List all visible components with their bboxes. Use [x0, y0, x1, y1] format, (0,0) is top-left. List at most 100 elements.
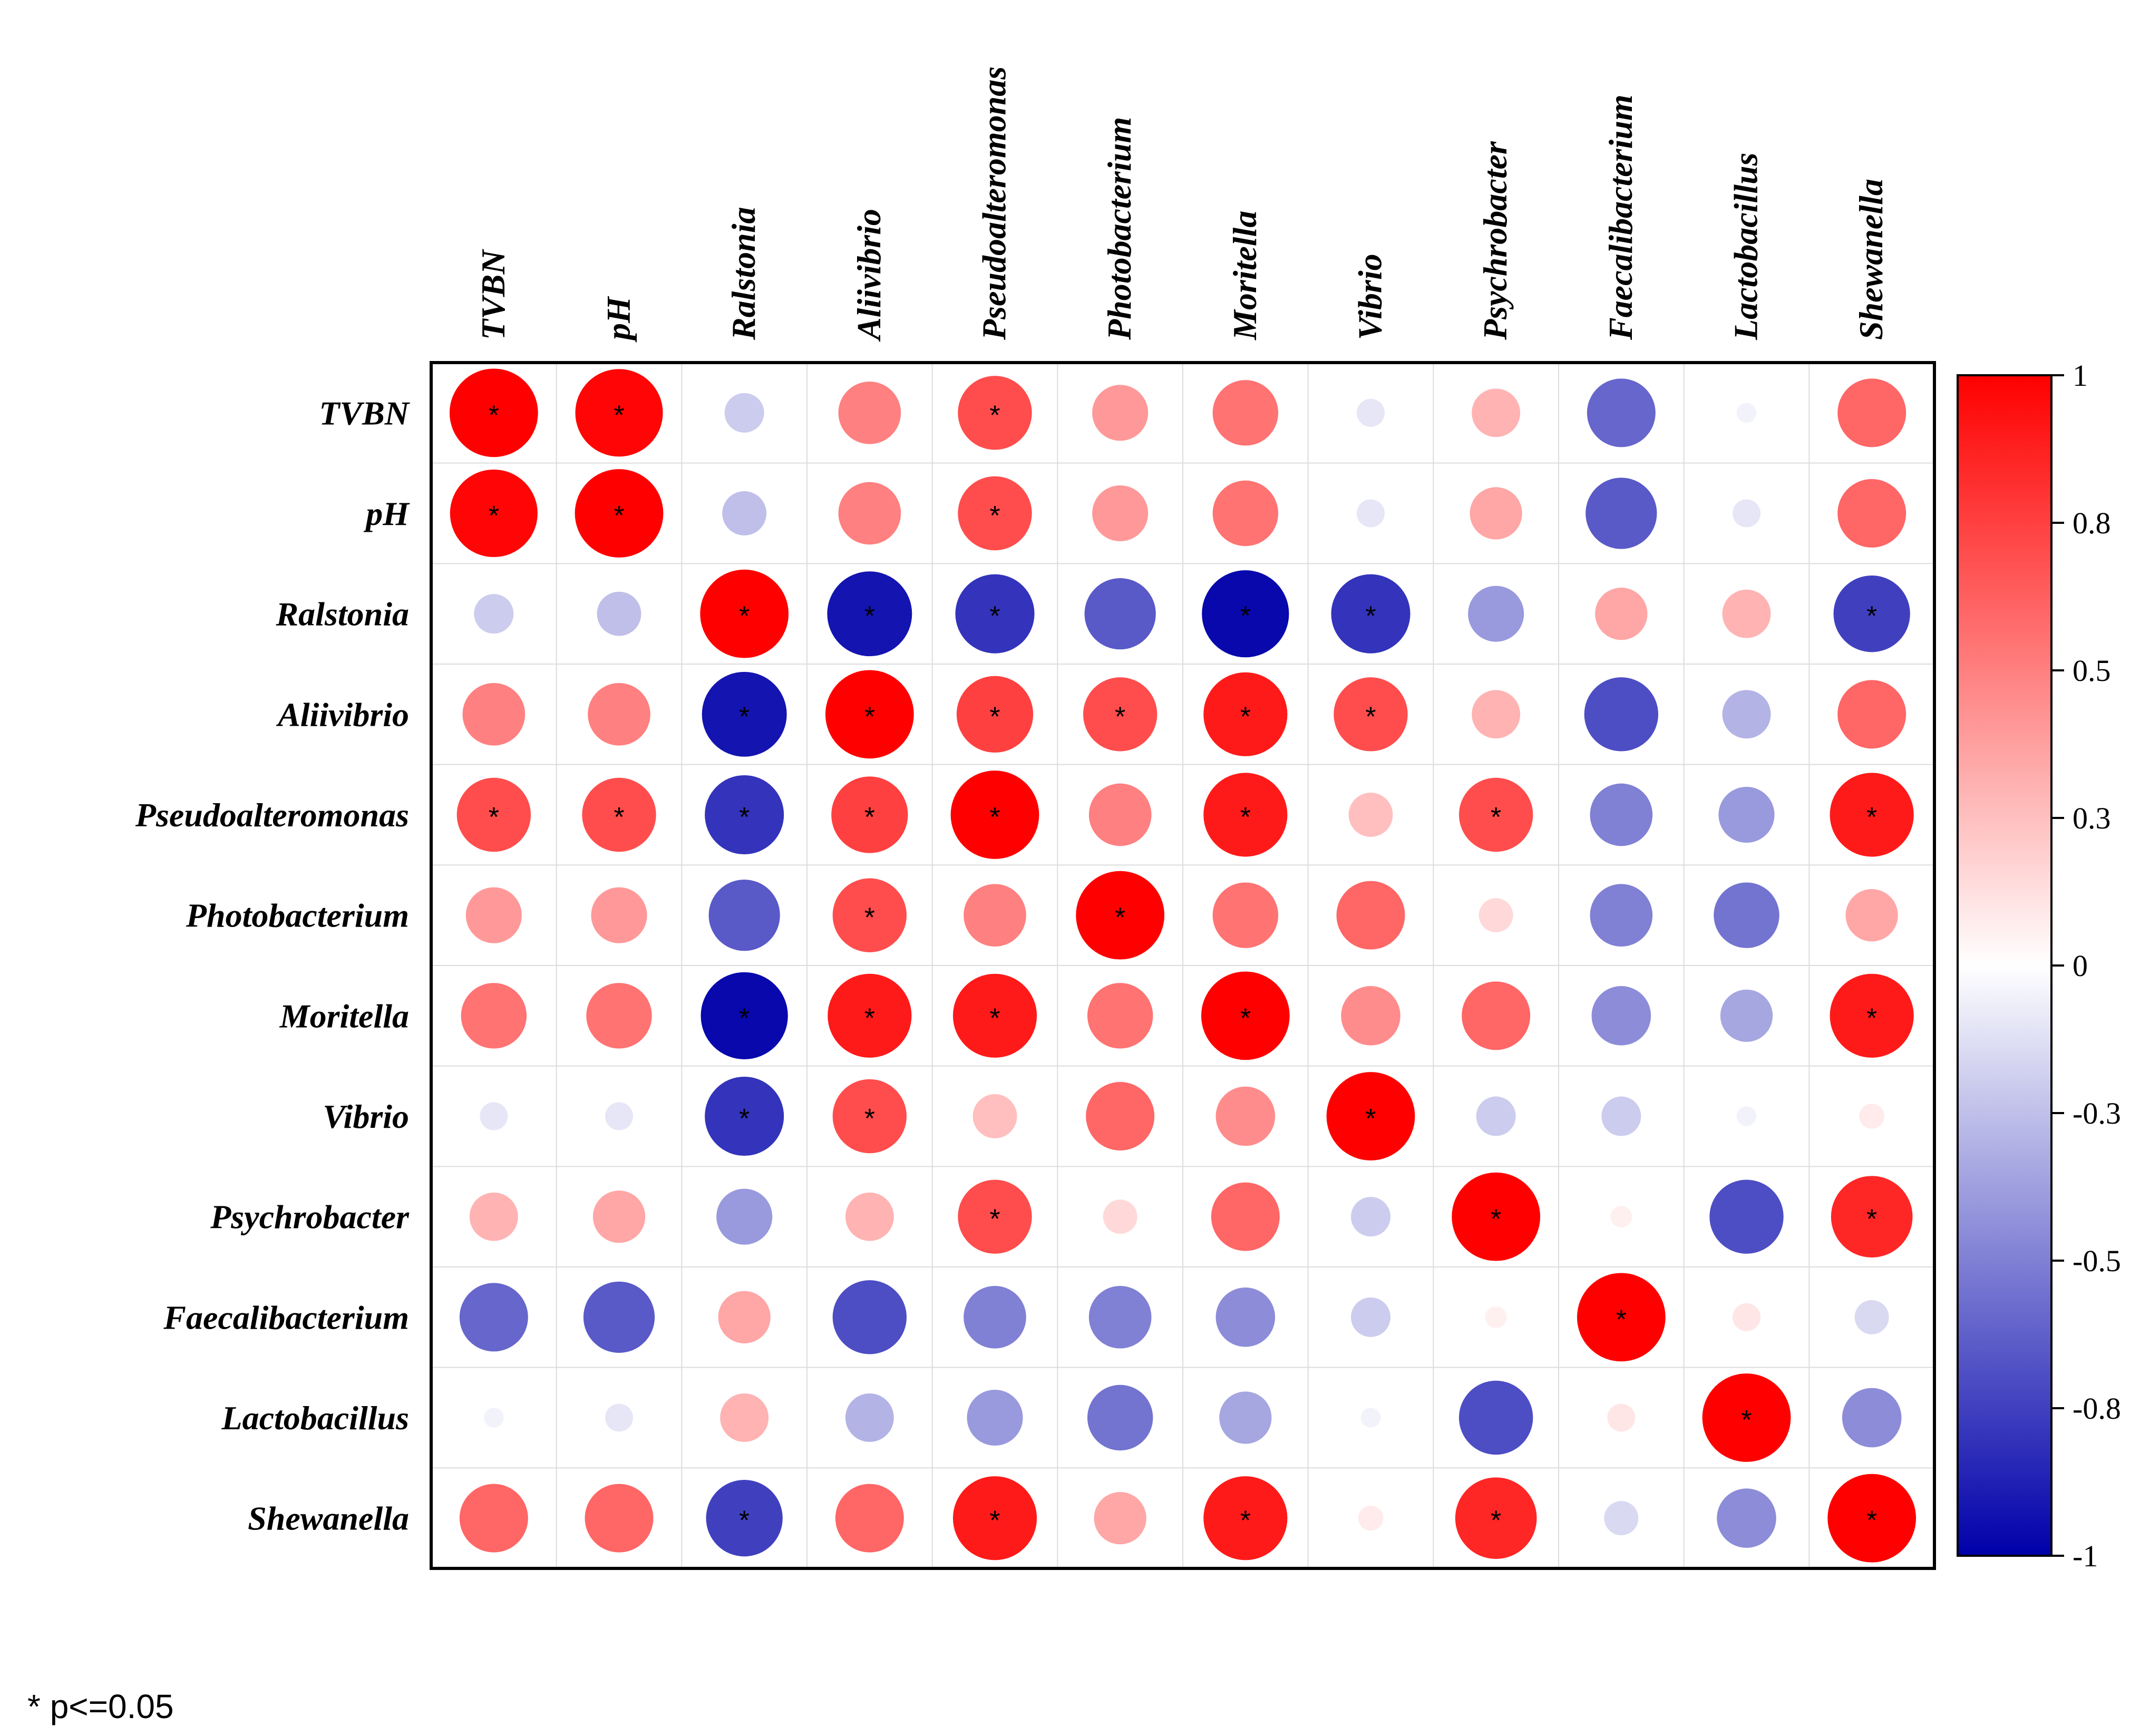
column-label-ph: pH	[600, 296, 637, 343]
corr-circle-faecalibacterium-faecalibacterium	[1577, 1273, 1666, 1362]
corr-circle-photobacterium-lactobacillus	[1714, 882, 1779, 948]
corr-circle-moritella-vibrio	[1341, 986, 1400, 1046]
corr-circle-faecalibacterium-moritella	[1215, 1288, 1276, 1347]
corr-circle-shewanella-moritella	[1203, 1476, 1288, 1561]
significance-footnote: * p<=0.05	[27, 1688, 174, 1725]
corr-circle-tvbn-lactobacillus	[1736, 403, 1757, 423]
corr-circle-pseudoalteromonas-pseudoalteromonas	[950, 771, 1039, 859]
corr-circle-shewanella-photobacterium	[1094, 1492, 1146, 1545]
significance-star: *	[1491, 802, 1501, 833]
corr-circle-psychrobacter-shewanella	[1831, 1176, 1913, 1258]
corr-circle-pseudoalteromonas-vibrio	[1348, 793, 1393, 837]
corr-circle-aliivibrio-faecalibacterium	[1584, 677, 1659, 752]
corr-circle-faecalibacterium-pseudoalteromonas	[964, 1286, 1026, 1349]
corr-circle-faecalibacterium-photobacterium	[1088, 1286, 1152, 1349]
corr-circle-moritella-faecalibacterium	[1591, 986, 1651, 1046]
corr-circle-moritella-moritella	[1201, 971, 1290, 1060]
colorbar-ticks: 1 0.8 0.5 0.3 0 -0.3 -0.5 -0.8 -1	[2051, 358, 2121, 1573]
corr-circle-moritella-lactobacillus	[1720, 989, 1773, 1042]
corr-circle-photobacterium-ph	[591, 887, 647, 943]
column-label-moritella: Moritella	[1226, 211, 1263, 340]
significance-star: *	[489, 501, 499, 531]
column-label-aliivibrio: Aliivibrio	[850, 209, 888, 342]
corr-circle-moritella-aliivibrio	[828, 973, 912, 1058]
row-label-ph: pH	[363, 495, 410, 532]
corr-circle-photobacterium-vibrio	[1336, 881, 1405, 950]
significance-star: *	[614, 802, 624, 833]
significance-star: *	[1240, 802, 1251, 833]
significance-star: *	[1616, 1304, 1627, 1335]
corr-circle-vibrio-aliivibrio	[832, 1079, 907, 1154]
corr-circle-ph-psychrobacter	[1470, 487, 1522, 540]
corr-circle-psychrobacter-ph	[592, 1191, 646, 1243]
colorbar-tick-label: 1	[2073, 358, 2088, 393]
corr-circle-vibrio-vibrio	[1326, 1072, 1415, 1160]
significance-star: *	[989, 501, 1000, 531]
corr-circle-shewanella-pseudoalteromonas	[952, 1476, 1037, 1561]
corr-circle-pseudoalteromonas-photobacterium	[1088, 783, 1152, 846]
corr-circle-pseudoalteromonas-moritella	[1203, 773, 1288, 857]
corr-circle-ph-pseudoalteromonas	[958, 476, 1032, 551]
corr-circle-lactobacillus-pseudoalteromonas	[967, 1389, 1023, 1446]
significance-star: *	[739, 802, 750, 833]
corr-circle-moritella-shewanella	[1830, 973, 1914, 1058]
significance-star: *	[864, 601, 875, 632]
significance-star: *	[1240, 1506, 1251, 1536]
corr-circle-moritella-ralstonia	[701, 972, 788, 1059]
corr-circle-moritella-pseudoalteromonas	[952, 973, 1037, 1058]
significance-star: *	[1365, 1104, 1376, 1134]
corr-circle-ph-lactobacillus	[1732, 499, 1761, 528]
corr-circle-photobacterium-shewanella	[1845, 889, 1898, 942]
corr-circle-tvbn-ralstonia	[724, 393, 764, 433]
corr-circle-tvbn-pseudoalteromonas	[958, 376, 1032, 450]
significance-star: *	[989, 1003, 1000, 1033]
corr-circle-shewanella-lactobacillus	[1717, 1488, 1776, 1548]
corr-circle-ralstonia-photobacterium	[1084, 578, 1156, 650]
corr-circle-pseudoalteromonas-ph	[582, 777, 656, 852]
significance-star: *	[739, 1104, 750, 1134]
corr-circle-vibrio-psychrobacter	[1476, 1096, 1516, 1136]
corr-circle-photobacterium-aliivibrio	[832, 878, 907, 952]
corr-circle-aliivibrio-pseudoalteromonas	[956, 676, 1034, 753]
corr-circle-aliivibrio-moritella	[1203, 672, 1288, 756]
significance-star: *	[1866, 601, 1877, 632]
corr-circle-tvbn-aliivibrio	[838, 382, 901, 444]
corr-circle-moritella-photobacterium	[1087, 983, 1153, 1049]
corr-circle-ph-ralstonia	[722, 491, 767, 535]
corr-circle-lactobacillus-vibrio	[1360, 1408, 1381, 1428]
colorbar-tick-label: -0.3	[2073, 1096, 2121, 1130]
significance-star: *	[989, 1506, 1000, 1536]
corr-circle-ralstonia-moritella	[1202, 570, 1289, 658]
corr-circle-faecalibacterium-ralstonia	[718, 1291, 771, 1343]
column-label-faecalibacterium: Faecalibacterium	[1602, 94, 1639, 340]
corr-circle-lactobacillus-lactobacillus	[1702, 1373, 1791, 1462]
colorbar-tick-label: 0.3	[2073, 801, 2111, 835]
corr-circle-vibrio-photobacterium	[1086, 1082, 1155, 1150]
corr-circle-shewanella-faecalibacterium	[1604, 1501, 1639, 1536]
corr-circle-ph-aliivibrio	[838, 482, 901, 545]
column-labels: TVBN pH Ralstonia Aliivibrio Pseudoalteromon…	[474, 66, 1890, 343]
corr-circle-ph-moritella	[1212, 480, 1279, 547]
significance-star: *	[864, 903, 875, 933]
significance-star: *	[739, 601, 750, 632]
corr-circle-aliivibrio-psychrobacter	[1472, 690, 1521, 739]
corr-circle-ralstonia-ralstonia	[700, 569, 789, 658]
corr-circle-vibrio-shewanella	[1859, 1104, 1884, 1129]
colorbar-tick-label: 0.8	[2073, 506, 2111, 540]
significance-star: *	[1491, 1506, 1501, 1536]
corr-circle-ralstonia-psychrobacter	[1468, 586, 1524, 642]
column-label-lactobacillus: Lactobacillus	[1727, 152, 1765, 340]
colorbar: 1 0.8 0.5 0.3 0 -0.3 -0.5 -0.8 -1	[1957, 358, 2121, 1573]
corr-circle-tvbn-moritella	[1212, 380, 1279, 446]
significance-star: *	[489, 802, 499, 833]
significance-star: *	[1365, 601, 1376, 632]
corr-circle-photobacterium-psychrobacter	[1478, 898, 1513, 933]
plot-frame	[430, 361, 1936, 1570]
corr-circle-moritella-psychrobacter	[1462, 981, 1531, 1050]
corr-circle-psychrobacter-moritella	[1211, 1182, 1280, 1251]
corr-circle-psychrobacter-tvbn	[469, 1192, 518, 1241]
corr-circle-faecalibacterium-shewanella	[1854, 1300, 1889, 1334]
colorbar-gradient	[1957, 374, 2053, 1557]
corr-circle-ph-shewanella	[1837, 479, 1906, 548]
significance-star: *	[1866, 1506, 1877, 1536]
